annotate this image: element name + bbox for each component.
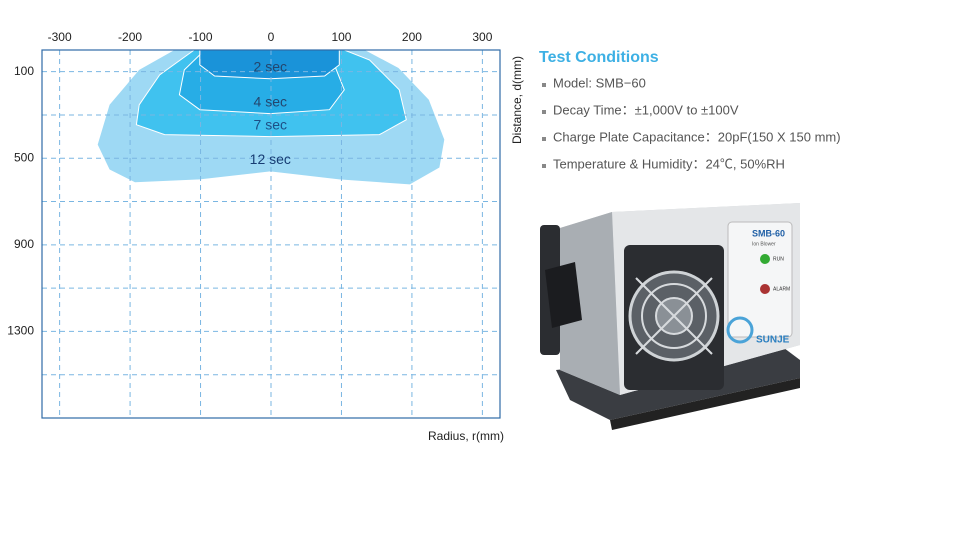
y-axis-label: Distance, d(mm) — [510, 56, 524, 144]
bullet — [542, 83, 546, 87]
x-tick-label: 0 — [268, 30, 275, 44]
bullet — [542, 110, 546, 114]
product-image: SMB-60 Ion Blower RUN ALARM SUNJE — [540, 203, 800, 430]
zone-label: 12 sec — [250, 151, 291, 167]
condition-item: Decay Time：±1,000V to ±100V — [553, 102, 739, 117]
y-tick-label: 100 — [14, 64, 34, 78]
product-model: SMB-60 — [752, 228, 785, 238]
zones — [97, 49, 445, 185]
bullet — [542, 164, 546, 168]
product-subtitle: Ion Blower — [752, 241, 776, 247]
x-tick-label: 100 — [331, 30, 351, 44]
x-tick-label: -100 — [189, 30, 213, 44]
zone-label: 2 sec — [254, 58, 287, 74]
conditions-list: Model: SMB−60 Decay Time：±1,000V to ±100V… — [542, 75, 841, 171]
product-run: RUN — [773, 256, 784, 262]
x-tick-label: 200 — [402, 30, 422, 44]
x-tick-label: -200 — [118, 30, 142, 44]
y-tick-label: 900 — [14, 237, 34, 251]
product-alarm: ALARM — [773, 286, 790, 292]
x-axis-label: Radius, r(mm) — [428, 429, 504, 443]
zone-label: 4 sec — [254, 93, 287, 109]
condition-item: Temperature & Humidity：24℃, 50%RH — [553, 156, 785, 171]
y-tick-label: 500 — [14, 150, 34, 164]
condition-item: Model: SMB−60 — [553, 75, 646, 90]
x-tick-label: -300 — [48, 30, 72, 44]
conditions-title: Test Conditions — [539, 49, 659, 66]
x-tick-label: 300 — [472, 30, 492, 44]
product-brand: SUNJE — [756, 335, 790, 346]
zone-label: 7 sec — [254, 116, 287, 132]
bullet — [542, 137, 546, 141]
condition-item: Charge Plate Capacitance：20pF(150 X 150 … — [553, 129, 841, 144]
plot-frame — [41, 49, 501, 419]
y-tick-label: 1300 — [7, 324, 34, 338]
grid — [42, 50, 500, 418]
